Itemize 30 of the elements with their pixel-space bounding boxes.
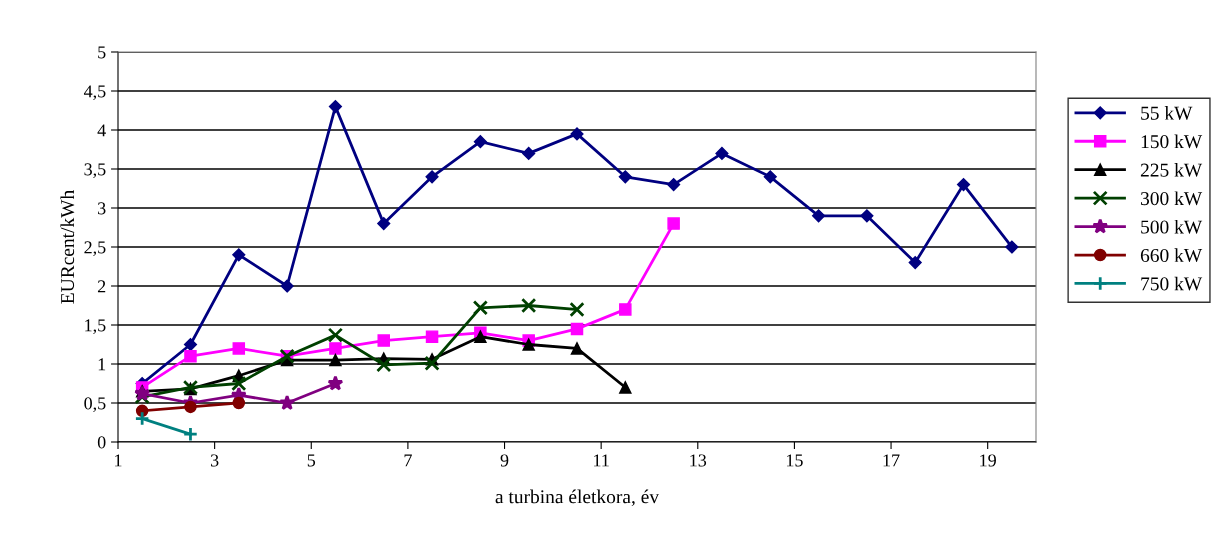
y-tick-label: 1,5 — [85, 319, 106, 335]
x-tick-label: 15 — [786, 454, 803, 467]
y-tick-label: 3 — [98, 202, 106, 215]
y-tick-label: 4 — [97, 124, 106, 137]
x-tick-label: 19 — [980, 454, 996, 467]
legend-label: 55 kW — [1141, 106, 1193, 120]
x-tick-label: 7 — [404, 454, 412, 467]
y-tick-label: 0 — [97, 436, 106, 449]
y-tick-label: 1 — [98, 358, 106, 371]
legend-label: 150 kW — [1141, 134, 1203, 149]
legend-label: 660 kW — [1140, 248, 1203, 263]
x-tick-label: 13 — [690, 454, 707, 467]
legend-label: 225 kW — [1140, 163, 1203, 177]
legend-label: 750 kW — [1141, 276, 1203, 291]
y-tick-label: 2,5 — [84, 241, 106, 257]
y-axis-title: EURcent/kWh — [60, 190, 75, 304]
x-tick-label: 17 — [883, 454, 900, 467]
legend-label: 500 kW — [1141, 219, 1203, 234]
y-tick-label: 5 — [98, 46, 106, 59]
x-tick-label: 5 — [307, 454, 316, 467]
legend-label: 300 kW — [1141, 191, 1203, 206]
y-tick-label: 4,5 — [83, 85, 106, 101]
x-axis-title: a turbina életkora, év — [495, 489, 660, 507]
y-tick-label: 3,5 — [84, 163, 106, 179]
x-tick-label: 9 — [500, 454, 509, 467]
y-tick-label: 0,5 — [84, 397, 106, 413]
x-tick-label: 1 — [115, 454, 122, 467]
y-tick-label: 2 — [97, 280, 106, 293]
x-tick-label: 3 — [210, 454, 219, 467]
x-tick-label: 11 — [594, 454, 609, 467]
